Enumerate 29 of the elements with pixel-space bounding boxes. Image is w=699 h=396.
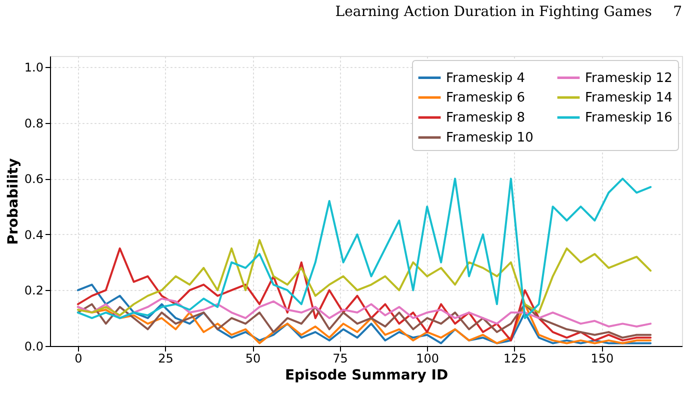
- line-series: [76, 239, 652, 316]
- line-series: [76, 298, 652, 328]
- x-tick-label: 75: [332, 352, 348, 366]
- x-tick-label: 150: [590, 352, 614, 366]
- x-axis-title: Episode Summary ID: [284, 368, 448, 384]
- legend-label: Frameskip 16: [585, 110, 672, 126]
- y-tick-label: 0.8: [24, 116, 44, 130]
- legend-label: Frameskip 14: [585, 90, 672, 106]
- y-axis-title: Probability: [5, 158, 22, 245]
- legend-label: Frameskip 6: [446, 90, 526, 106]
- legend-label: Frameskip 8: [446, 110, 526, 126]
- text: Learning Action Duration in Fighting Games: [335, 4, 652, 20]
- x-tick-label: 125: [503, 352, 526, 366]
- y-tick-label: 0.2: [24, 284, 44, 298]
- y-tick-label: 0.4: [24, 228, 44, 242]
- legend-label: Frameskip 4: [446, 70, 526, 86]
- x-tick-label: 25: [158, 352, 174, 366]
- y-tick-label: 0.0: [24, 340, 44, 354]
- x-tick-label: 100: [416, 352, 440, 366]
- x-tick-label: 0: [74, 352, 82, 366]
- text: 7: [673, 4, 682, 20]
- y-tick-label: 1.0: [24, 60, 44, 75]
- legend-label: Frameskip 12: [585, 70, 672, 86]
- y-tick-label: 0.6: [24, 172, 44, 186]
- legend-label: Frameskip 10: [446, 130, 534, 146]
- line-series: [76, 284, 652, 344]
- line-series: [76, 178, 652, 320]
- x-tick-label: 50: [245, 352, 261, 366]
- line-series: [76, 247, 652, 342]
